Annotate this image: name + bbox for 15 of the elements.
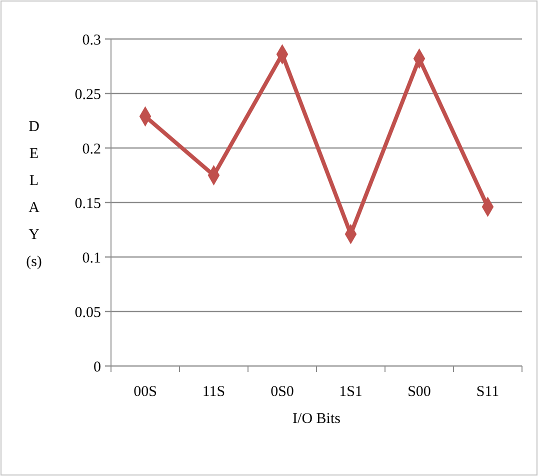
x-axis-title: I/O Bits (292, 411, 341, 427)
x-tick-label: 1S1 (339, 384, 362, 400)
x-tick-label: S11 (476, 384, 500, 400)
x-tick-label: S00 (408, 384, 431, 400)
y-axis-title: DELAY (s) (26, 119, 42, 270)
y-tick-label: 0.15 (74, 196, 101, 212)
x-tick-label: 00S (134, 384, 157, 400)
y-tick-label: 0.05 (74, 304, 101, 321)
y-tick-label: 0 (94, 359, 101, 376)
y-tick-label: 0.25 (74, 86, 101, 103)
x-tick-label: 11S (202, 384, 226, 400)
x-tick-label: 0S0 (270, 384, 294, 400)
y-tick-label: 0.2 (82, 141, 101, 158)
y-tick-label: 0.1 (82, 250, 101, 266)
y-tick-label: 0.3 (82, 32, 101, 48)
